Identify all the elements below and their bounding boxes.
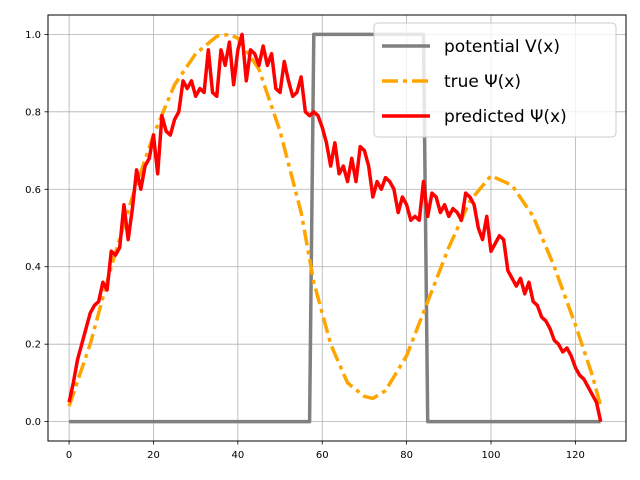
series-line-3: [67, 32, 603, 423]
x-tick-label: 80: [400, 450, 413, 461]
axis-ticks: 0 20 40 60 80 100 120 0.0 0.2 0.4 0.6 0.8 1.0: [25, 30, 585, 461]
series-line-1: [69, 32, 601, 424]
x-tick-label: 60: [316, 450, 329, 461]
legend: potential V(x) true Ψ(x) predicted Ψ(x): [373, 22, 617, 138]
y-tick-label: 0.4: [25, 262, 41, 273]
x-tick-label: 120: [566, 450, 585, 461]
legend-label-3: predicted Ψ(x): [444, 107, 567, 127]
x-tick-label: 40: [231, 450, 244, 461]
x-tick-label: 100: [481, 450, 500, 461]
legend-box: [373, 22, 617, 138]
x-tick-label: 20: [147, 450, 160, 461]
legend-label-2: true Ψ(x): [444, 72, 521, 92]
x-tick-label: 0: [66, 450, 72, 461]
legend-label-1: potential V(x): [444, 37, 560, 57]
y-tick-label: 0.2: [25, 340, 41, 351]
plot-area-frame: [47, 14, 627, 442]
y-tick-label: 0.8: [25, 107, 41, 118]
series-layer: [67, 32, 603, 424]
y-tick-label: 0.6: [25, 185, 41, 196]
y-tick-label: 0.0: [25, 417, 41, 428]
y-tick-label: 1.0: [25, 30, 41, 41]
